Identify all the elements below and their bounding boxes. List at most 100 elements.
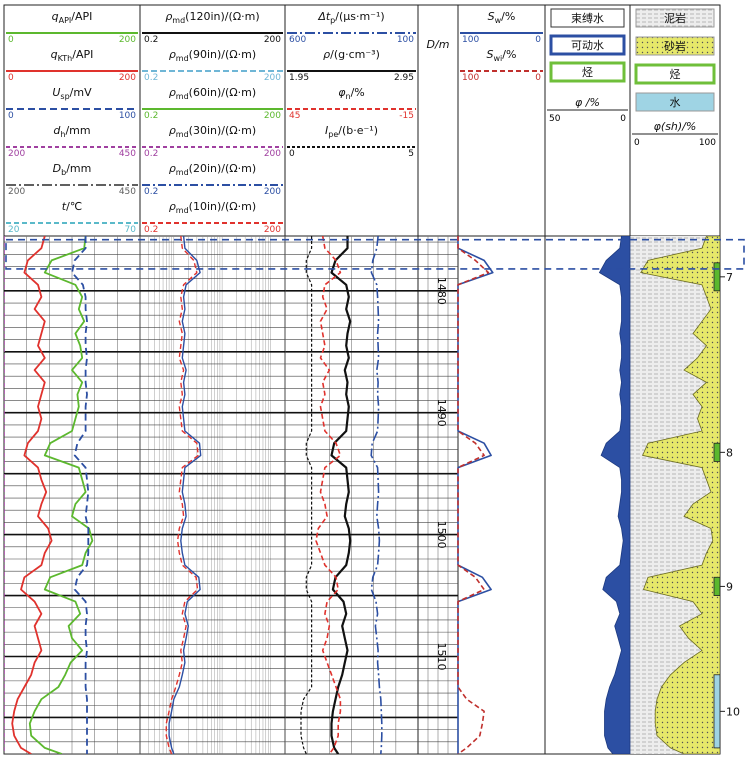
layer-marker [713, 674, 720, 749]
layer-number: 7 [726, 271, 733, 284]
curve-name: Ipe/(b·e⁻¹) [325, 124, 378, 139]
curve-header: qKTh/API 0 200 [6, 48, 138, 83]
curve-name: ρmd(30in)/(Ω·m) [169, 124, 256, 139]
porosity-min: 50 [549, 114, 561, 124]
legend-swatch [549, 34, 626, 56]
scale-max: 200 [264, 111, 281, 121]
curve-den [330, 236, 352, 754]
curve-header: Δtp/(μs·m⁻¹) 600 100 [287, 10, 416, 45]
litho-legend-text: 泥岩 [664, 11, 686, 25]
scale-min: 0.2 [144, 35, 158, 45]
curve-header: ρmd(30in)/(Ω·m) 0.2 200 [142, 124, 283, 159]
curve-header: qAPI/API 0 200 [6, 10, 138, 45]
scale-min: 0.2 [144, 225, 158, 235]
legend-text: 束缚水 [571, 11, 604, 25]
litho-scale-label: φ(sh)/% [654, 120, 697, 133]
scale-max: 70 [125, 225, 137, 235]
legend-text: 烃 [582, 66, 593, 79]
scale-min: 1.95 [289, 73, 309, 83]
curve-header: ρ/(g·cm⁻³) 1.95 2.95 [287, 48, 416, 83]
curve-name: Usp/mV [52, 86, 92, 101]
litho-legend-text: 砂岩 [664, 39, 686, 53]
litho-min: 0 [634, 138, 640, 148]
layer-number: 10 [726, 705, 740, 718]
legend-text: 可动水 [571, 39, 604, 52]
depth-axis-label: D/m [427, 38, 450, 51]
curve-name: Δtp/(μs·m⁻¹) [317, 10, 384, 25]
legend-swatch [549, 61, 626, 83]
depth-tick-label: 1480 [435, 277, 448, 305]
porosity-max: 0 [620, 114, 626, 124]
scale-min: 0 [8, 73, 14, 83]
curve-swi [457, 236, 490, 754]
litho-legend-text: 水 [670, 96, 681, 109]
scale-max: 100 [397, 35, 414, 45]
curve-name: ρmd(60in)/(Ω·m) [169, 86, 256, 101]
scale-max: 5 [408, 149, 414, 159]
log-body: 1480 1490 1500 1510 [4, 236, 720, 754]
curve-gr [28, 236, 94, 754]
layer-marker [713, 262, 720, 292]
scale-max: 200 [264, 35, 281, 45]
curve-sp [71, 236, 90, 754]
layer-number: 9 [726, 580, 733, 593]
scale-max: 0 [535, 73, 541, 83]
curve-header: Ipe/(b·e⁻¹) 0 5 [287, 124, 416, 159]
curve-header: ρmd(20in)/(Ω·m) 0.2 200 [142, 162, 283, 197]
curve-kth [11, 236, 53, 754]
scale-max: 200 [264, 187, 281, 197]
litho-legend-swatch [635, 8, 715, 28]
curve-name: φn/% [338, 86, 365, 101]
scale-min: 0.2 [144, 73, 158, 83]
scale-max: 100 [119, 111, 136, 121]
scale-min: 0 [8, 35, 14, 45]
curve-header: Swi/% 100 0 [460, 48, 543, 83]
depth-tick-label: 1510 [435, 642, 448, 670]
curve-name: dh/mm [53, 124, 90, 139]
scale-max: 200 [264, 149, 281, 159]
scale-min: 45 [289, 111, 300, 121]
layer-marker [713, 442, 720, 462]
curve-name: ρmd(120in)/(Ω·m) [165, 10, 259, 25]
curve-pe [300, 236, 313, 754]
curve-dt [370, 236, 383, 754]
scale-max: 200 [119, 73, 136, 83]
scale-min: 200 [8, 187, 25, 197]
curve-header: ρmd(60in)/(Ω·m) 0.2 200 [142, 86, 283, 121]
scale-min: 0 [289, 149, 295, 159]
scale-min: 0.2 [144, 111, 158, 121]
legend-swatch [550, 8, 625, 28]
curve-header: dh/mm 200 450 [6, 124, 138, 159]
curve-name: ρ/(g·cm⁻³) [323, 48, 380, 61]
curve-rt [168, 236, 202, 754]
scale-min: 200 [8, 149, 25, 159]
litho-max: 100 [699, 138, 716, 148]
curve-sw [457, 236, 494, 754]
litho-legend-text: 烃 [670, 68, 681, 81]
scale-max: 200 [264, 225, 281, 235]
log-frame [3, 4, 721, 755]
curve-name: ρmd(10in)/(Ω·m) [169, 200, 256, 215]
scale-min: 0.2 [144, 187, 158, 197]
scale-min: 20 [8, 225, 20, 235]
curve-name: Sw/% [488, 10, 516, 25]
curve-header: t/℃ 20 70 [6, 200, 138, 235]
curve-header: Db/mm 200 450 [6, 162, 138, 197]
scale-min: 100 [462, 35, 479, 45]
curve-name: ρmd(90in)/(Ω·m) [169, 48, 256, 63]
curve-name: qKTh/API [51, 48, 94, 63]
curve-header: ρmd(90in)/(Ω·m) 0.2 200 [142, 48, 283, 83]
porosity-scale-label: φ /% [575, 96, 600, 109]
curve-header: Usp/mV 0 100 [6, 86, 138, 121]
curve-name: t/℃ [62, 200, 82, 213]
scale-max: 2.95 [394, 73, 414, 83]
scale-max: 450 [119, 149, 136, 159]
curve-rxo [165, 236, 199, 754]
curve-name: qAPI/API [52, 10, 93, 25]
layer-number: 8 [726, 446, 733, 459]
scale-max: 200 [264, 73, 281, 83]
curve-name: Db/mm [53, 162, 92, 177]
depth-tick-label: 1490 [435, 399, 448, 427]
layer-marker [713, 576, 720, 596]
depth-tick-label: 1500 [435, 521, 448, 549]
